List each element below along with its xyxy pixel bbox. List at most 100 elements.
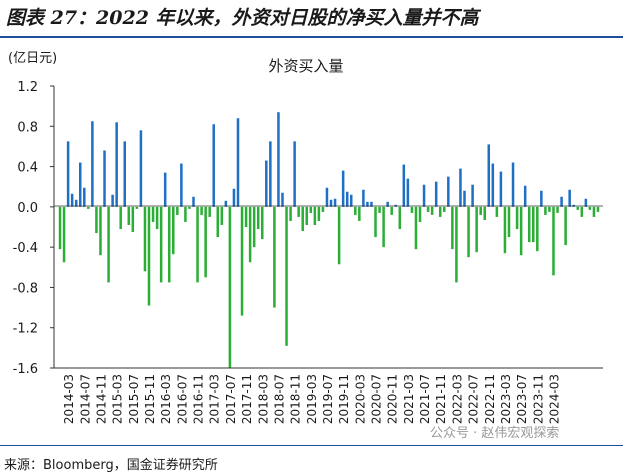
x-tick-label: 2021-03	[402, 374, 416, 424]
x-tick-label: 2017-11	[240, 374, 254, 424]
bar	[390, 206, 393, 215]
bar	[503, 206, 507, 254]
x-tick-label: 2022-07	[467, 374, 481, 424]
bar	[378, 206, 381, 213]
bar	[463, 190, 466, 207]
bar	[434, 181, 438, 207]
bottom-rule	[0, 445, 623, 446]
chart: 外资买入量 (亿日元) 1.2 0.8 0.4 0.0 -0.4 -0.8 -1.2 -1.6…	[8, 51, 603, 424]
x-tick-label: 2018-03	[256, 374, 270, 424]
bar	[430, 206, 434, 215]
bar	[540, 190, 543, 207]
bar	[584, 198, 588, 207]
bar	[216, 206, 220, 238]
bar	[426, 206, 430, 212]
figure-title: 图表 27：2022 年以来，外资对日股的净买入量并不高	[6, 7, 479, 29]
bar	[236, 118, 240, 207]
bar	[248, 206, 252, 263]
x-tick-label: 2018-07	[272, 374, 286, 424]
y-tick-label: -1.2	[13, 322, 38, 337]
bar	[345, 191, 349, 207]
bar	[244, 206, 248, 227]
bar	[596, 206, 600, 212]
x-tick-label: 2022-11	[483, 374, 497, 424]
y-tick-label: 0.8	[17, 120, 38, 135]
bar	[172, 206, 175, 255]
x-tick-label: 2023-11	[531, 374, 545, 424]
bar	[289, 206, 292, 221]
x-tick-label: 2023-07	[515, 374, 529, 424]
bar	[374, 206, 377, 238]
x-tick-label: 2019-03	[305, 374, 319, 424]
bar	[366, 201, 369, 207]
x-tick-label: 2020-03	[353, 374, 367, 424]
bar	[176, 206, 179, 215]
bar	[301, 206, 304, 232]
bar	[151, 206, 155, 222]
x-tick-label: 2024-03	[547, 374, 561, 424]
bar	[196, 206, 199, 283]
bar	[192, 196, 195, 207]
bar	[527, 206, 531, 243]
x-tick-labels: 2014-03 2014-07 2014-11 2015-03 2015-07 2015-…	[62, 374, 561, 424]
x-tick-label: 2014-11	[94, 374, 108, 424]
x-tick-label: 2017-03	[208, 374, 222, 424]
bar	[261, 206, 264, 240]
bar	[475, 206, 478, 253]
bar	[212, 124, 215, 207]
bar	[87, 206, 90, 209]
bar	[414, 206, 418, 250]
bar	[95, 206, 98, 234]
bar	[515, 206, 519, 230]
bar	[143, 206, 147, 272]
bar	[208, 206, 211, 217]
bar	[467, 206, 470, 258]
bar	[451, 206, 454, 250]
bar	[487, 144, 491, 207]
bar	[532, 206, 535, 243]
bar	[58, 206, 62, 250]
x-tick-label: 2016-07	[175, 374, 189, 424]
bar	[159, 206, 163, 283]
y-axis-label: (亿日元)	[8, 51, 57, 66]
bar	[410, 206, 414, 213]
y-tick-label: -1.6	[13, 362, 38, 377]
bars	[58, 112, 600, 368]
bar	[224, 200, 228, 207]
bar	[491, 163, 495, 207]
title-rule	[0, 36, 623, 38]
x-tick-label: 2015-03	[111, 374, 125, 424]
y-tick-label: -0.4	[13, 241, 38, 256]
bar	[321, 206, 325, 212]
x-tick-label: 2018-11	[289, 374, 303, 424]
bar	[305, 206, 309, 225]
bar	[483, 206, 486, 220]
bar	[313, 206, 317, 225]
y-tick-label: 0.4	[17, 161, 38, 176]
bar	[317, 206, 321, 221]
bar	[277, 112, 280, 207]
bar	[99, 206, 102, 256]
bar	[354, 206, 357, 215]
bar	[163, 172, 167, 207]
source-note: 来源：Bloomberg，国金证券研究所	[4, 458, 218, 473]
bar	[256, 206, 260, 230]
x-tick-label: 2016-03	[159, 374, 173, 424]
bar	[115, 122, 118, 207]
bar	[592, 206, 596, 217]
bar	[74, 199, 78, 207]
bar	[103, 150, 106, 207]
bar	[564, 206, 567, 246]
x-tick-label: 2020-07	[370, 374, 384, 424]
bar	[188, 206, 191, 209]
bar	[127, 206, 131, 225]
y-tick-label: 1.2	[17, 80, 38, 95]
bar	[184, 206, 187, 222]
bar	[83, 187, 86, 207]
x-tick-label: 2015-11	[143, 374, 157, 424]
x-tick-label: 2023-03	[499, 374, 513, 424]
bar	[422, 184, 426, 207]
bar	[507, 206, 511, 238]
y-tick-label: 0.0	[17, 201, 38, 216]
x-tick-label: 2021-07	[418, 374, 432, 424]
